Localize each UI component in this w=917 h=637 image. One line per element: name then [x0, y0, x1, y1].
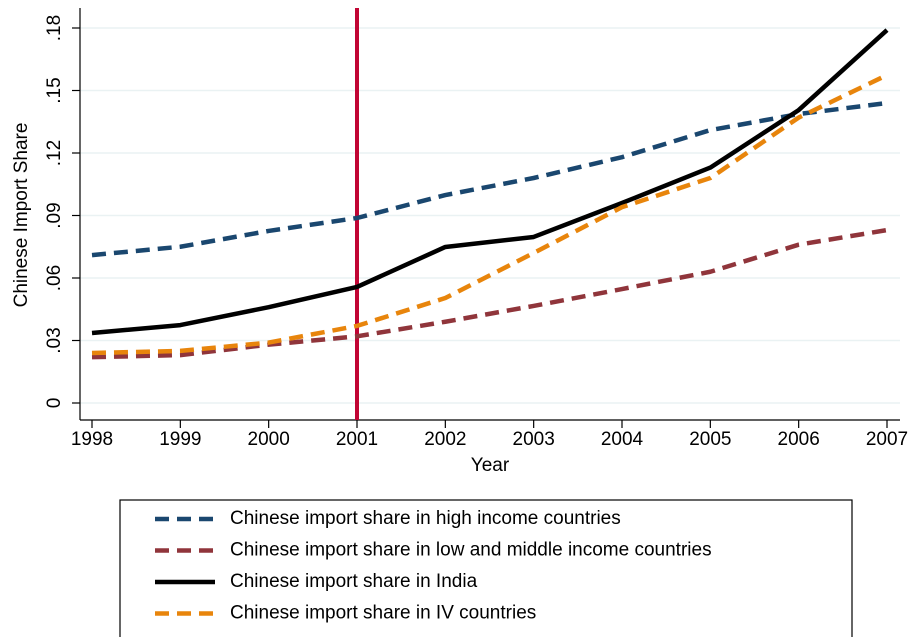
y-axis-title: Chinese Import Share: [11, 123, 32, 308]
x-tick-label: 2000: [248, 429, 290, 450]
x-tick-label: 2002: [424, 429, 466, 450]
x-tick-label: 2007: [866, 429, 908, 450]
x-tick-label: 2004: [601, 429, 644, 450]
x-tick-label: 2003: [513, 429, 555, 450]
y-tick-label: .12: [44, 140, 65, 166]
x-axis-title: Year: [471, 455, 510, 476]
series-line: [91, 227, 888, 360]
y-tick-label: .18: [44, 15, 65, 41]
series-line: [91, 28, 889, 336]
x-tick-label: 2005: [689, 429, 731, 450]
y-tick-label: .09: [44, 202, 65, 228]
legend-label: Chinese import share in high income coun…: [230, 508, 621, 529]
legend-label: Chinese import share in India: [230, 571, 478, 592]
y-tick-label: 0: [44, 398, 65, 409]
y-tick-label: .15: [44, 77, 65, 103]
x-tick-label: 1998: [71, 429, 113, 450]
legend-label: Chinese import share in IV countries: [230, 603, 536, 624]
series-line: [91, 100, 888, 258]
x-tick-label: 2006: [778, 429, 820, 450]
y-tick-label: .06: [44, 265, 65, 291]
legend-label: Chinese import share in low and middle i…: [230, 540, 712, 561]
legend-box: [119, 499, 853, 637]
x-tick-label: 1999: [159, 429, 201, 450]
series-line: [91, 73, 888, 356]
x-tick-label: 2001: [336, 429, 378, 450]
y-tick-label: .03: [44, 327, 65, 353]
